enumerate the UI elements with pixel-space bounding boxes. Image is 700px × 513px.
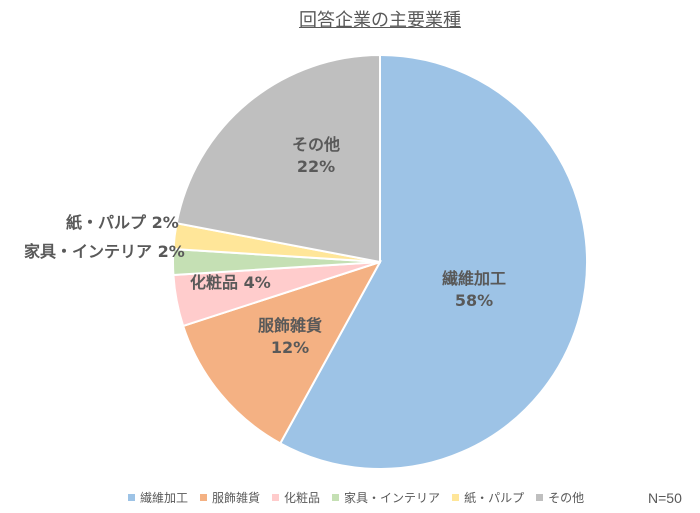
slice-label-1: 服飾雑貨 12% — [258, 316, 322, 357]
pie-slice-5 — [175, 53, 381, 264]
legend-label: 紙・パルプ — [464, 491, 525, 505]
legend-label: 服飾雑貨 — [212, 491, 261, 505]
slice-label-4: 紙・パルプ 2% — [66, 213, 179, 232]
legend-swatch — [128, 494, 135, 501]
legend-label: 繊維加工 — [140, 491, 189, 505]
legend-swatch — [332, 494, 340, 501]
sample-size-note: N=50 — [648, 490, 682, 506]
pie-slice-0 — [278, 53, 588, 470]
chart-title: 回答企業の主要業種 — [299, 10, 461, 31]
legend-swatch — [536, 494, 544, 501]
legend-swatch — [452, 494, 460, 501]
legend: 繊維加工 服飾雑貨 化粧品 家具・インテリア 紙・パルプ その他 — [128, 489, 596, 506]
pie-slice-1 — [181, 260, 383, 445]
slice-label-2: 化粧品 4% — [190, 273, 271, 292]
slice-label-3: 家具・インテリア 2% — [24, 242, 185, 261]
legend-label: その他 — [548, 491, 585, 505]
legend-label: 化粧品 — [284, 491, 321, 505]
legend-label: 家具・インテリア — [344, 491, 441, 505]
legend-swatch — [272, 494, 280, 501]
legend-item-3: 家具・インテリア — [332, 489, 440, 506]
legend-item-1: 服飾雑貨 — [200, 489, 260, 506]
legend-item-2: 化粧品 — [272, 489, 320, 506]
legend-swatch — [200, 494, 208, 501]
slice-label-0: 繊維加工 58% — [442, 269, 506, 310]
legend-item-0: 繊維加工 — [128, 489, 188, 506]
slice-label-5: その他 22% — [292, 135, 340, 176]
legend-item-5: その他 — [536, 489, 584, 506]
legend-item-4: 紙・パルプ — [452, 489, 524, 506]
